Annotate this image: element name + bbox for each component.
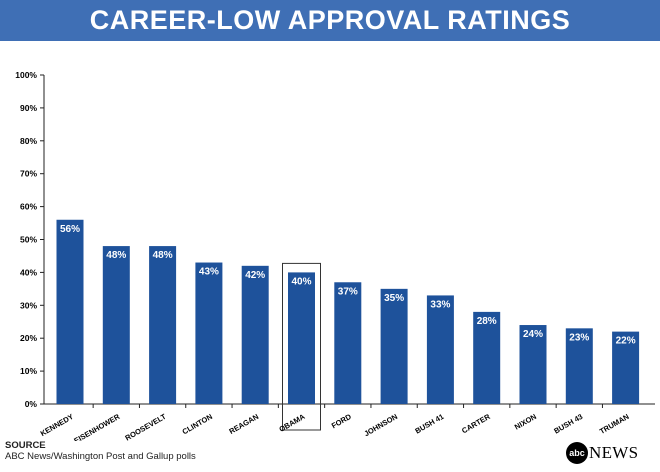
y-tick-label: 40% [20,267,37,277]
y-tick-label: 30% [20,300,37,310]
category-label: CARTER [460,412,492,436]
bar [195,262,223,404]
bar [56,219,84,404]
source-heading: SOURCE [5,440,46,451]
y-tick-label: 0% [25,399,38,409]
y-tick-label: 10% [20,366,37,376]
bar-value-label: 42% [245,270,265,281]
bar [519,325,547,404]
category-label: JOHNSON [362,412,399,438]
bar [380,288,408,404]
y-tick-label: 70% [20,169,37,179]
category-label: ROOSEVELT [124,412,168,441]
bar [612,331,640,404]
category-label: EISENHOWER [72,412,121,441]
bar-value-label: 48% [106,250,126,261]
chart-title: CAREER-LOW APPROVAL RATINGS [89,5,571,35]
y-tick-label: 90% [20,103,37,113]
bar [241,265,269,404]
category-label: NIXON [513,412,538,432]
y-tick-label: 80% [20,136,37,146]
category-label: KENNEDY [39,412,75,438]
bar [288,272,315,404]
bar-chart: 0% 10% 20% 30% 40% 50% 60% 70% 80% 90% 100% 56% KENN… [15,70,655,441]
abc-logo-mark: abc [566,442,588,464]
y-tick-label: 20% [20,333,37,343]
bar-value-label: 40% [291,276,311,287]
bar-value-label: 22% [616,336,636,347]
bar-value-label: 33% [430,299,450,310]
bar [149,246,177,404]
y-tick-label: 50% [20,235,37,245]
abc-news-logo: abc NEWS [566,441,638,465]
bar [102,246,130,404]
chart-header: CAREER-LOW APPROVAL RATINGS [0,0,660,41]
category-label: FORD [330,412,353,431]
category-label: OBAMA [277,412,307,434]
bar-value-label: 56% [60,224,80,235]
bar [334,282,362,404]
y-tick-label: 60% [20,202,37,212]
category-label: BUSH 41 [413,412,445,436]
highlight-box [282,262,321,431]
bar-value-label: 43% [199,267,219,278]
bar-value-label: 37% [338,286,358,297]
bar-value-label: 23% [569,332,589,343]
bar-value-label: 28% [477,316,497,327]
y-tick-label: 100% [15,70,37,80]
bar-value-label: 48% [153,250,173,261]
category-label: REAGAN [228,412,261,436]
source-note: SOURCE ABC News/Washington Post and Gall… [5,440,196,463]
category-label: BUSH 43 [552,412,584,436]
bar [473,311,501,404]
bar-value-label: 24% [523,329,543,340]
bar [565,328,593,404]
bar [426,295,454,404]
category-label: CLINTON [181,412,214,436]
category-label: TRUMAN [598,412,631,436]
news-wordmark: NEWS [589,443,639,462]
source-text: ABC News/Washington Post and Gallup poll… [5,451,196,462]
bar-value-label: 35% [384,293,404,304]
